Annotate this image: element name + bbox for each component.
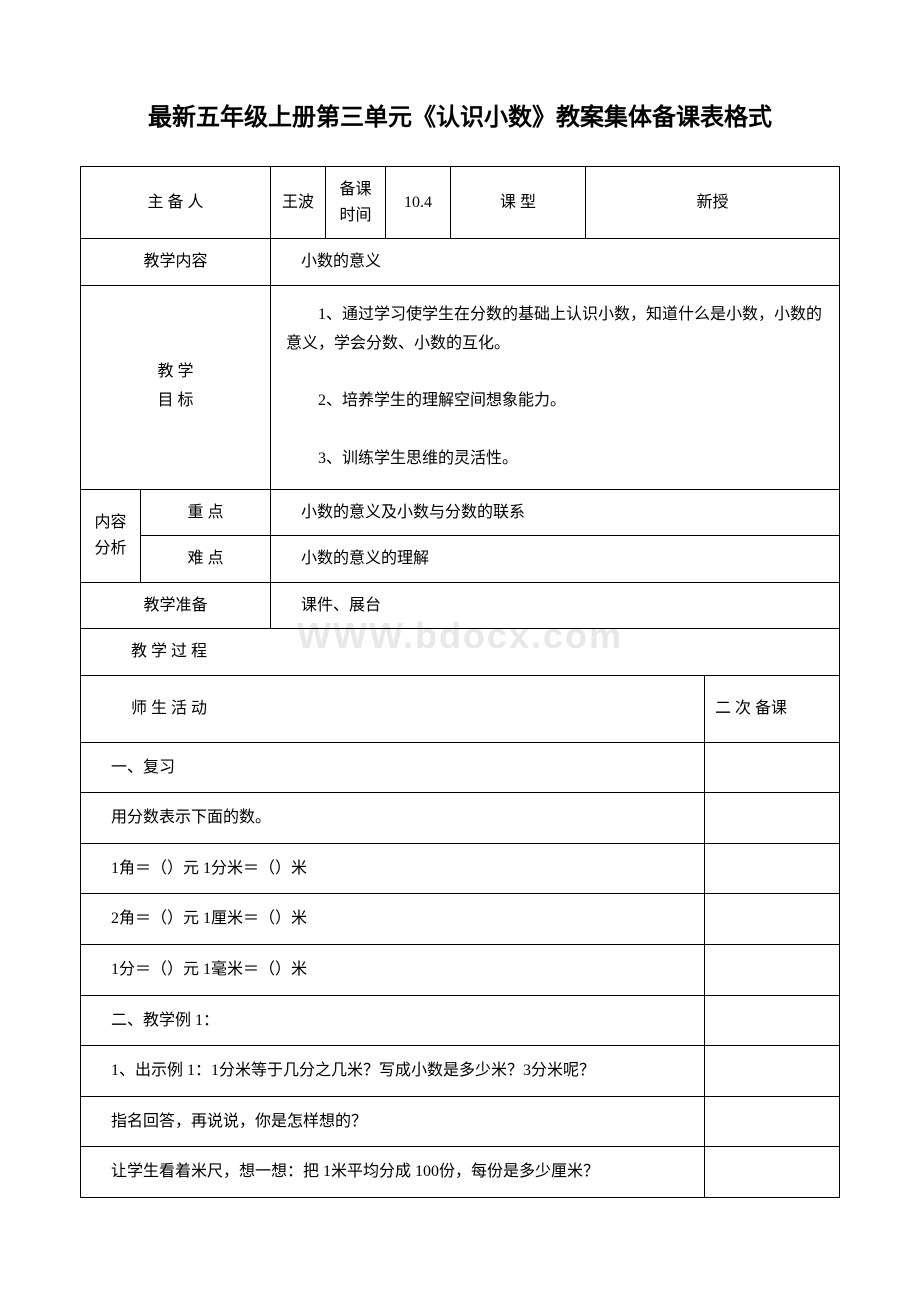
prep-value: 课件、展台	[271, 582, 840, 629]
process-label: 教 学 过 程	[81, 629, 840, 676]
content-label-row: 教学内容 小数的意义	[81, 239, 840, 286]
analysis-label: 内容分析	[81, 489, 141, 582]
secondary-label: 二 次 备课	[705, 675, 840, 742]
table-row: 指名回答，再说说，你是怎样想的？	[81, 1096, 840, 1147]
table-row: 1、出示例 1：1分米等于几分之几米？写成小数是多少米？3分米呢？	[81, 1046, 840, 1097]
type-label: 课 型	[451, 167, 586, 239]
secondary-cell	[705, 1147, 840, 1198]
activity-content: 1、出示例 1：1分米等于几分之几米？写成小数是多少米？3分米呢？	[81, 1046, 705, 1097]
diff-label: 难 点	[141, 536, 271, 583]
objectives-text: 1、通过学习使学生在分数的基础上认识小数，知道什么是小数，小数的意义，学会分数、…	[271, 285, 840, 489]
activity-content: 2角＝（）元 1厘米＝（）米	[81, 894, 705, 945]
time-value: 10.4	[386, 167, 451, 239]
activity-header-row: 师 生 活 动 二 次 备课	[81, 675, 840, 742]
diff-row: 难 点 小数的意义的理解	[81, 536, 840, 583]
table-row: 1角＝（）元 1分米＝（）米	[81, 843, 840, 894]
objectives-label-1: 教 学	[89, 358, 262, 387]
content-label: 教学内容	[81, 239, 271, 286]
prep-label: 教学准备	[81, 582, 271, 629]
activity-content: 1角＝（）元 1分米＝（）米	[81, 843, 705, 894]
process-row: 教 学 过 程	[81, 629, 840, 676]
secondary-cell	[705, 793, 840, 844]
activity-content: 一、复习	[81, 742, 705, 793]
secondary-cell	[705, 944, 840, 995]
lesson-plan-table: 主 备 人 王波 备课时间 10.4 课 型 新授 教学内容 小数的意义 教 学…	[80, 166, 840, 1198]
objectives-row: 教 学 目 标 1、通过学习使学生在分数的基础上认识小数，知道什么是小数，小数的…	[81, 285, 840, 489]
key-row: 内容分析 重 点 小数的意义及小数与分数的联系	[81, 489, 840, 536]
activity-content: 用分数表示下面的数。	[81, 793, 705, 844]
table-row: 让学生看着米尺，想一想：把 1米平均分成 100份，每份是多少厘米？	[81, 1147, 840, 1198]
header-row: 主 备 人 王波 备课时间 10.4 课 型 新授	[81, 167, 840, 239]
activity-content: 二、教学例 1：	[81, 995, 705, 1046]
objectives-label-2: 目 标	[89, 387, 262, 416]
activity-label: 师 生 活 动	[81, 675, 705, 742]
table-row: 2角＝（）元 1厘米＝（）米	[81, 894, 840, 945]
activity-content: 1分＝（）元 1毫米＝（）米	[81, 944, 705, 995]
page-title: 最新五年级上册第三单元《认识小数》教案集体备课表格式	[80, 100, 840, 136]
secondary-cell	[705, 742, 840, 793]
secondary-cell	[705, 1096, 840, 1147]
type-value: 新授	[586, 167, 840, 239]
activity-content: 让学生看着米尺，想一想：把 1米平均分成 100份，每份是多少厘米？	[81, 1147, 705, 1198]
objectives-label: 教 学 目 标	[81, 285, 271, 489]
table-row: 用分数表示下面的数。	[81, 793, 840, 844]
secondary-cell	[705, 894, 840, 945]
key-value: 小数的意义及小数与分数的联系	[271, 489, 840, 536]
presenter-value: 王波	[271, 167, 326, 239]
prep-row: 教学准备 课件、展台	[81, 582, 840, 629]
key-label: 重 点	[141, 489, 271, 536]
diff-value: 小数的意义的理解	[271, 536, 840, 583]
table-row: 一、复习	[81, 742, 840, 793]
secondary-cell	[705, 1046, 840, 1097]
time-label: 备课时间	[326, 167, 386, 239]
presenter-label: 主 备 人	[81, 167, 271, 239]
secondary-cell	[705, 995, 840, 1046]
table-row: 二、教学例 1：	[81, 995, 840, 1046]
table-row: 1分＝（）元 1毫米＝（）米	[81, 944, 840, 995]
activity-content: 指名回答，再说说，你是怎样想的？	[81, 1096, 705, 1147]
secondary-cell	[705, 843, 840, 894]
content-value: 小数的意义	[271, 239, 840, 286]
